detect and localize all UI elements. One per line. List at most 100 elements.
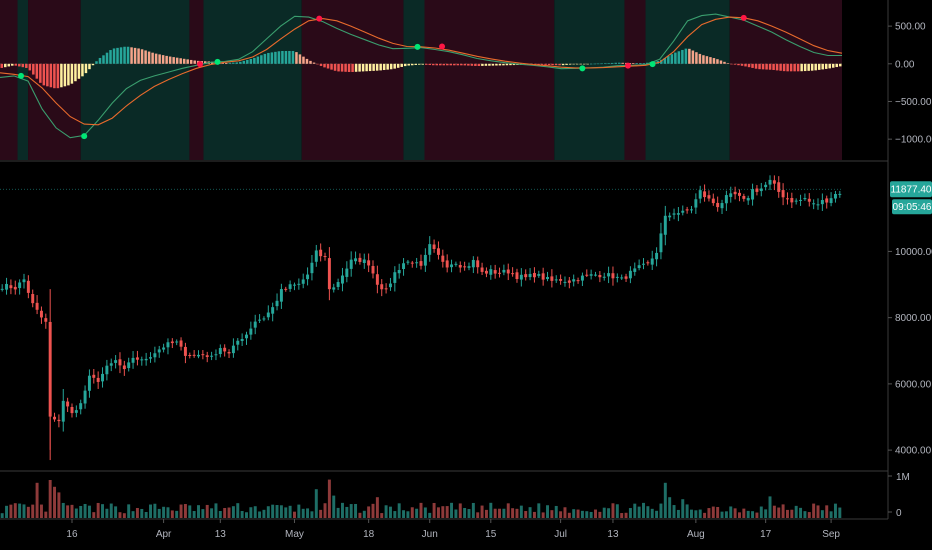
macd-histogram-bar: [151, 52, 154, 64]
volume-bar: [367, 506, 371, 518]
candle-body: [803, 198, 807, 200]
volume-bar: [266, 506, 270, 518]
macd-histogram-bar: [225, 62, 228, 64]
volume-bar: [101, 504, 105, 518]
macd-histogram-bar: [316, 63, 319, 65]
macd-histogram-bar: [267, 52, 270, 64]
volume-bar: [602, 507, 606, 518]
macd-histogram-bar: [733, 63, 737, 65]
macd-histogram-bar: [737, 63, 740, 66]
volume-bar: [729, 506, 733, 518]
macd-histogram-bar: [330, 63, 333, 70]
macd-histogram-bar: [575, 63, 579, 65]
candle-body: [493, 270, 497, 274]
volume-bar: [306, 508, 310, 518]
candle-body: [567, 280, 571, 283]
macd-histogram-bar: [253, 57, 256, 64]
candle-body: [166, 342, 170, 348]
macd-histogram-bar: [11, 63, 14, 66]
candle-body: [297, 283, 301, 285]
volume-bar: [310, 511, 314, 518]
candle-body: [532, 272, 536, 278]
candle-body: [419, 261, 423, 266]
candle-body: [816, 204, 820, 206]
volume-bar: [314, 489, 318, 518]
volume-bar: [205, 504, 209, 518]
volume-bar: [175, 510, 179, 518]
volume-bar: [785, 509, 789, 518]
candle-body: [384, 288, 388, 290]
macd-histogram-bar: [298, 54, 302, 64]
candle-body: [729, 193, 733, 197]
macd-histogram-bar: [670, 54, 674, 64]
pane-dividers[interactable]: [0, 0, 889, 520]
macd-histogram-bar: [428, 63, 432, 66]
candle-body: [463, 266, 467, 268]
macd-histogram-bar: [242, 60, 246, 64]
volume-bar: [463, 507, 467, 518]
volume-bar: [759, 506, 763, 518]
macd-histogram-bar: [182, 58, 186, 64]
candle-body: [676, 213, 680, 215]
volume-bar: [620, 513, 624, 518]
macd-histogram-bar: [484, 63, 488, 66]
candle-body: [471, 259, 475, 268]
candle-body: [524, 274, 528, 278]
macd-histogram-bar: [235, 62, 239, 64]
candle-body: [751, 189, 755, 200]
macd-histogram-bar: [147, 51, 151, 64]
macd-histogram-bar: [326, 63, 330, 69]
volume-bar: [170, 510, 174, 518]
candle-body: [454, 263, 458, 265]
volume-bar: [528, 507, 532, 518]
candle-body: [170, 341, 174, 344]
volume-bar: [642, 502, 645, 518]
macd-histogram-bar: [582, 63, 586, 65]
volume-bar: [703, 512, 707, 518]
volume-bar: [450, 502, 454, 518]
candle-body: [698, 190, 702, 199]
candle-body: [790, 197, 794, 203]
volume-bar: [61, 502, 65, 518]
macd-histogram-bar: [768, 63, 772, 70]
volume-bar: [751, 511, 755, 518]
macd-histogram-bar: [561, 63, 565, 66]
macd-histogram-bar: [39, 63, 42, 83]
price-y-tick-label: 4000.00: [895, 446, 932, 457]
macd-histogram-bar: [554, 63, 558, 66]
volume-bar: [676, 509, 680, 518]
volume-bar: [650, 508, 654, 518]
macd-histogram-bar: [28, 63, 32, 71]
macd-histogram-bar: [639, 63, 642, 64]
candle-body: [114, 360, 118, 363]
volume-bar: [18, 503, 22, 518]
candle-body: [371, 266, 375, 274]
volume-bar: [197, 505, 200, 518]
volume-bar: [245, 512, 248, 518]
macd-histogram-bar: [123, 46, 126, 64]
volume-bar: [742, 508, 746, 518]
macd-histogram-bar: [407, 63, 410, 66]
macd-histogram-bar: [347, 63, 351, 72]
macd-histogram-bar: [646, 62, 649, 64]
candle-body: [716, 202, 720, 208]
macd-histogram-bar: [63, 63, 67, 87]
volume-bar: [559, 511, 563, 518]
macd-histogram-bar: [256, 56, 260, 64]
candle-body: [528, 273, 532, 278]
volume-bar: [554, 505, 558, 518]
macd-histogram-bar: [726, 63, 730, 64]
volume-bar: [694, 510, 698, 518]
macd-histogram-bar: [161, 55, 165, 64]
volume-bar: [777, 507, 781, 518]
candle-body: [306, 274, 310, 280]
candle-body: [153, 353, 157, 358]
macd-histogram-bar: [158, 54, 161, 64]
macd-histogram-bar: [716, 59, 719, 64]
candle-body: [655, 252, 659, 260]
macd-histogram-bar: [0, 63, 4, 68]
macd-histogram-bar: [291, 50, 295, 64]
macd-region-bearish: [729, 0, 842, 160]
candle-body: [637, 265, 641, 269]
